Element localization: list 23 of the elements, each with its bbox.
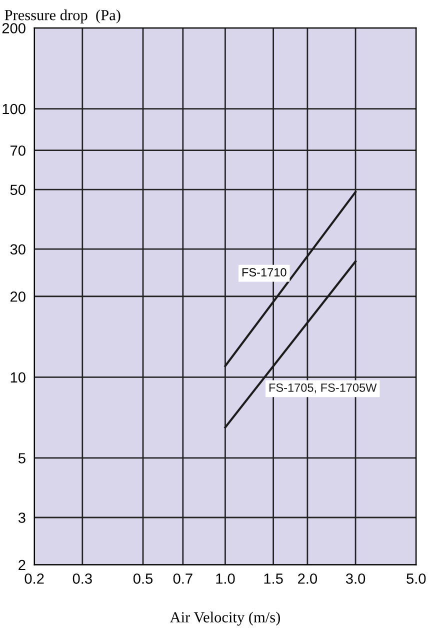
x-tick-label: 1.0 — [216, 573, 235, 584]
y-tick-label: 2 — [18, 560, 26, 570]
y-tick-label: 20 — [10, 291, 26, 302]
x-tick-label: 2.0 — [298, 573, 318, 584]
y-tick-label: 200 — [2, 23, 26, 34]
x-tick-label: 1.5 — [264, 574, 283, 584]
y-tick-label: 10 — [10, 372, 26, 383]
series-label: FS-1705, FS-1705W — [269, 383, 377, 394]
y-axis-title: Pressure drop (Pa) — [4, 10, 120, 24]
x-tick-label: 3.0 — [346, 573, 366, 584]
series-label: FS-1710 — [242, 268, 286, 276]
x-tick-label: 5.0 — [406, 573, 426, 584]
x-tick-label: 0.5 — [133, 573, 153, 584]
x-axis-title: Air Velocity (m/s) — [170, 612, 280, 626]
y-tick-label: 50 — [10, 184, 26, 195]
y-tick-label: 5 — [18, 453, 26, 464]
x-tick-label: 0.7 — [173, 573, 192, 584]
y-tick-label: 100 — [2, 104, 26, 114]
x-tick-label: 0.3 — [72, 573, 92, 584]
y-tick-label: 30 — [10, 244, 26, 255]
y-tick-label: 70 — [10, 145, 26, 156]
x-tick-label: 0.2 — [24, 573, 44, 584]
y-tick-label: 3 — [18, 512, 26, 523]
